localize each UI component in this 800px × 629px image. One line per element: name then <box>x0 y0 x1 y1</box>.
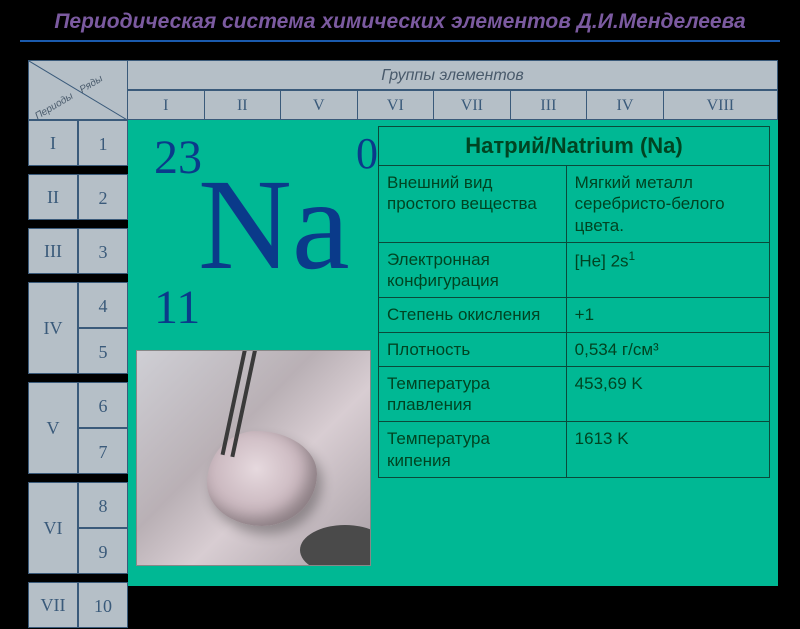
row-number-cell[interactable]: 2 <box>78 174 128 220</box>
row-number-cell[interactable]: 4 <box>78 282 128 328</box>
groups-title: Группы элементов <box>128 60 778 90</box>
element-photo <box>136 350 371 566</box>
property-value: +1 <box>566 298 769 332</box>
period-cell[interactable]: VII <box>28 582 78 628</box>
period-gap <box>28 474 128 482</box>
element-properties-table: Натрий/Natrium (Na) Внешний вид простого… <box>378 126 770 478</box>
group-header-cell[interactable]: II <box>205 90 282 120</box>
property-label: Температура кипения <box>379 422 567 478</box>
period-cell[interactable]: I <box>28 120 78 166</box>
group-header-cell[interactable]: V <box>281 90 358 120</box>
table-row: Внешний вид простого веществаМягкий мета… <box>379 166 770 243</box>
row-number-cell[interactable]: 5 <box>78 328 128 374</box>
property-value: [He] 2s1 <box>566 242 769 298</box>
period-block: IV45 <box>28 282 128 374</box>
table-row: Температура кипения1613 K <box>379 422 770 478</box>
property-value: 453,69 K <box>566 366 769 422</box>
property-label: Внешний вид простого вещества <box>379 166 567 243</box>
page-title: Периодическая система химических элемент… <box>0 0 800 40</box>
oxidation-badge: 0 <box>356 128 378 179</box>
row-number-cell[interactable]: 6 <box>78 382 128 428</box>
property-value: Мягкий металл серебристо-белого цвета. <box>566 166 769 243</box>
group-header-cell[interactable]: I <box>128 90 205 120</box>
period-gap <box>28 374 128 382</box>
period-cell[interactable]: VI <box>28 482 78 574</box>
group-header-cell[interactable]: III <box>511 90 588 120</box>
group-header-cell[interactable]: VII <box>434 90 511 120</box>
table-row: Степень окисления+1 <box>379 298 770 332</box>
atomic-number: 11 <box>154 280 200 335</box>
property-label: Степень окисления <box>379 298 567 332</box>
row-number-cell[interactable]: 7 <box>78 428 128 474</box>
corner-cell: Периоды Ряды <box>28 60 128 120</box>
row-number-cell[interactable]: 3 <box>78 228 128 274</box>
table-row: Плотность0,534 г/см³ <box>379 332 770 366</box>
element-detail-panel: 23 0 Na 11 Натрий/Natrium (Na) Внешний в… <box>128 120 778 586</box>
table-row: Температура плавления453,69 K <box>379 366 770 422</box>
period-cell[interactable]: V <box>28 382 78 474</box>
property-label: Плотность <box>379 332 567 366</box>
row-number-cell[interactable]: 10 <box>78 582 128 628</box>
element-name-header: Натрий/Natrium (Na) <box>379 127 770 166</box>
period-gap <box>28 574 128 582</box>
period-block: V67 <box>28 382 128 474</box>
group-header-cell[interactable]: VI <box>358 90 435 120</box>
atomic-mass: 23 <box>154 130 202 185</box>
row-number-cell[interactable]: 8 <box>78 482 128 528</box>
period-cell[interactable]: III <box>28 228 78 274</box>
row-number-cell[interactable]: 9 <box>78 528 128 574</box>
property-value: 1613 K <box>566 422 769 478</box>
period-block: II2 <box>28 174 128 220</box>
groups-row: IIIVVIVIIIIIIVVIII <box>128 90 778 120</box>
period-block: VII10 <box>28 582 128 628</box>
table-row: Электронная конфигурация[He] 2s1 <box>379 242 770 298</box>
divider <box>20 40 780 42</box>
period-gap <box>28 274 128 282</box>
group-header-cell[interactable]: VIII <box>664 90 778 120</box>
property-label: Температура плавления <box>379 366 567 422</box>
property-value: 0,534 г/см³ <box>566 332 769 366</box>
tweezers-icon <box>221 350 248 455</box>
period-cell[interactable]: II <box>28 174 78 220</box>
period-block: VI89 <box>28 482 128 574</box>
period-gap <box>28 166 128 174</box>
period-gap <box>28 220 128 228</box>
period-block: III3 <box>28 228 128 274</box>
period-block: I1 <box>28 120 128 166</box>
element-symbol: Na <box>198 160 350 290</box>
periods-column: I1II2III3IV45V67VI89VII10 <box>28 120 128 628</box>
periodic-table-frame: Периоды Ряды Группы элементов IIIVVIVIII… <box>28 60 778 120</box>
period-cell[interactable]: IV <box>28 282 78 374</box>
row-number-cell[interactable]: 1 <box>78 120 128 166</box>
group-header-cell[interactable]: IV <box>587 90 664 120</box>
property-label: Электронная конфигурация <box>379 242 567 298</box>
